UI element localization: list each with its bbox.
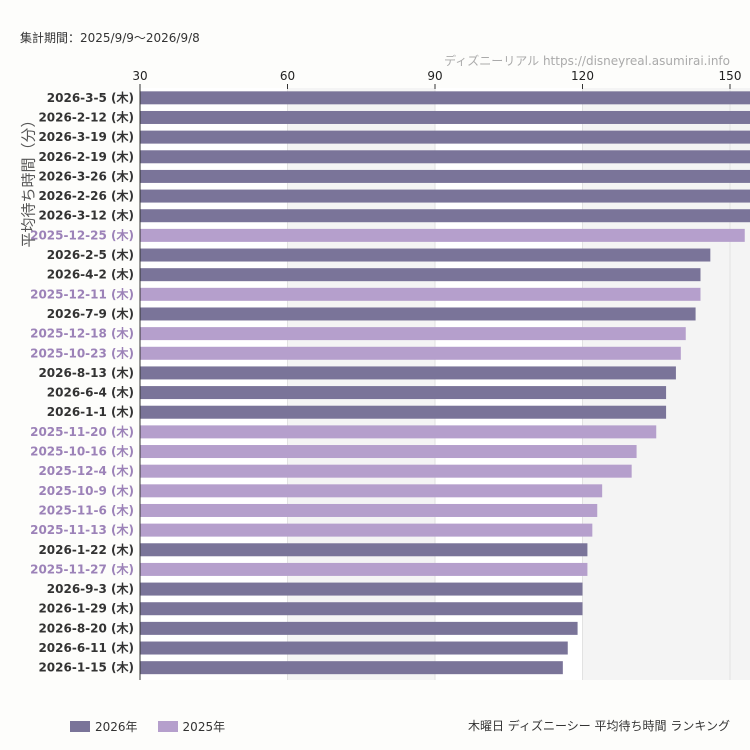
bar-2025-12-18 (木) xyxy=(140,327,686,341)
category-label: 2026-2-19 (木) xyxy=(38,149,134,164)
bar-2026-7-9 (木) xyxy=(140,307,696,321)
bar-2026-1-29 (木) xyxy=(140,602,583,616)
bar-2026-8-20 (木) xyxy=(140,621,578,635)
bar-2025-10-16 (木) xyxy=(140,445,637,459)
category-label: 2025-12-11 (木) xyxy=(30,286,134,301)
category-label: 2026-3-26 (木) xyxy=(38,168,134,183)
bar-2026-6-11 (木) xyxy=(140,641,568,655)
category-label: 2025-12-4 (木) xyxy=(38,463,134,478)
category-label: 2026-3-12 (木) xyxy=(38,208,134,223)
bar-2026-6-4 (木) xyxy=(140,386,667,400)
category-label: 2025-12-25 (木) xyxy=(30,227,134,242)
bar-2025-12-25 (木) xyxy=(140,228,745,242)
bar-2026-2-12 (木) xyxy=(140,110,750,124)
bar-2026-9-3 (木) xyxy=(140,582,583,596)
bar-2026-1-1 (木) xyxy=(140,405,667,419)
chart-caption: 木曜日 ディズニーシー 平均待ち時間 ランキング xyxy=(467,719,730,733)
category-label: 2025-10-16 (木) xyxy=(30,444,134,459)
bar-2025-12-11 (木) xyxy=(140,287,701,301)
bar-chart: 30 60 90 120 150 2026-3-5 (木) 2026-2-12 (木) 20… xyxy=(30,69,750,680)
plot-band-mid xyxy=(287,88,435,680)
bar-2026-3-26 (木) xyxy=(140,169,750,183)
bar-2026-3-19 (木) xyxy=(140,130,750,144)
bar-2025-11-13 (木) xyxy=(140,523,593,537)
category-label: 2026-4-2 (木) xyxy=(47,267,134,282)
bar-2026-3-12 (木) xyxy=(140,209,750,223)
category-label: 2026-8-20 (木) xyxy=(38,620,134,635)
category-label: 2025-11-6 (木) xyxy=(38,502,134,517)
legend: 2026年 2025年 xyxy=(70,718,225,735)
legend-item-2025: 2025年 xyxy=(157,718,226,735)
category-label: 2026-6-11 (木) xyxy=(38,640,134,655)
category-label: 2026-1-22 (木) xyxy=(38,542,134,557)
category-label: 2026-7-9 (木) xyxy=(47,306,134,321)
plot-band-right xyxy=(435,88,582,680)
bar-2025-11-27 (木) xyxy=(140,562,588,576)
bar-2026-1-15 (木) xyxy=(140,661,563,675)
category-label: 2026-2-5 (木) xyxy=(47,247,134,262)
bar-2026-4-2 (木) xyxy=(140,268,701,282)
bar-2025-10-9 (木) xyxy=(140,484,603,498)
site-credit: ディズニーリアル https://disneyreal.asumirai.inf… xyxy=(444,54,730,68)
legend-label-2026: 2026年 xyxy=(95,720,138,734)
x-tick-label: 60 xyxy=(280,69,295,83)
category-label: 2026-2-12 (木) xyxy=(38,109,134,124)
legend-item-2026: 2026年 xyxy=(70,718,138,735)
category-label: 2025-11-20 (木) xyxy=(30,424,134,439)
bar-2026-2-26 (木) xyxy=(140,189,750,203)
category-label: 2026-1-29 (木) xyxy=(38,601,134,616)
category-label: 2026-9-3 (木) xyxy=(47,581,134,596)
category-label: 2025-11-27 (木) xyxy=(30,561,134,576)
category-label: 2026-1-15 (木) xyxy=(38,660,134,675)
bar-2025-11-20 (木) xyxy=(140,425,657,439)
category-label: 2025-10-23 (木) xyxy=(30,345,134,360)
bar-2026-2-19 (木) xyxy=(140,150,750,164)
x-tick-label: 150 xyxy=(719,69,742,83)
bar-2026-3-5 (木) xyxy=(140,91,750,105)
category-label: 2025-11-13 (木) xyxy=(30,522,134,537)
legend-label-2025: 2025年 xyxy=(182,720,226,734)
bar-2025-11-6 (木) xyxy=(140,503,598,517)
bar-2026-1-22 (木) xyxy=(140,543,588,557)
bar-2025-10-23 (木) xyxy=(140,346,681,360)
x-tick-label: 30 xyxy=(132,69,147,83)
x-tick-label: 120 xyxy=(571,69,594,83)
plot-band-far xyxy=(582,88,750,680)
category-label: 2026-1-1 (木) xyxy=(47,404,134,419)
category-label: 2026-3-19 (木) xyxy=(38,129,134,144)
category-label: 2026-6-4 (木) xyxy=(47,385,134,400)
category-label: 2026-3-5 (木) xyxy=(47,90,134,105)
bar-2026-8-13 (木) xyxy=(140,366,676,380)
legend-swatch-2025 xyxy=(157,721,178,732)
plot-band-left xyxy=(140,88,287,680)
period-label: 集計期間：2025/9/9～2026/9/8 xyxy=(20,31,200,45)
category-label: 2025-10-9 (木) xyxy=(38,483,134,498)
category-label: 2025-12-18 (木) xyxy=(30,326,134,341)
bar-2026-2-5 (木) xyxy=(140,248,711,262)
category-label: 2026-2-26 (木) xyxy=(38,188,134,203)
category-label: 2026-8-13 (木) xyxy=(38,365,134,380)
x-tick-label: 90 xyxy=(427,69,442,83)
legend-swatch-2026 xyxy=(70,721,90,732)
bar-2025-12-4 (木) xyxy=(140,464,632,478)
